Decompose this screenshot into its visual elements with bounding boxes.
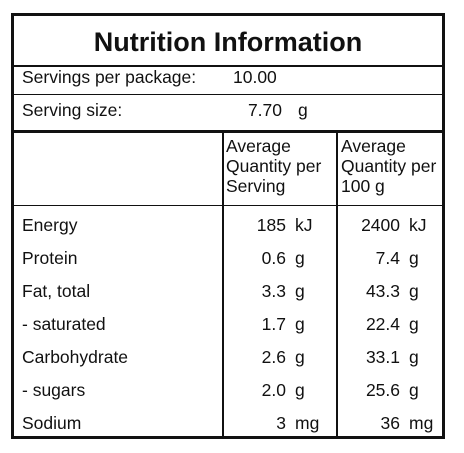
per-100g-value: 22.4 [365,314,400,334]
servings-per-package-value: 10.00 [233,67,277,87]
per-serving-value: 2.0 [261,380,286,400]
columns-divider [14,205,442,206]
column-header-per-serving-line: Quantity per [226,156,322,176]
header-divider [14,130,442,133]
column-separator-right [336,132,338,436]
column-header-per-100g: Average Quantity per 100 g [341,136,436,196]
nutrient-name: Sodium [22,413,82,433]
per-100g-unit: g [409,281,419,301]
column-header-per-100g-line: Quantity per [341,156,437,176]
per-100g-value: 7.4 [375,248,400,268]
nutrient-name: Fat, total [22,281,91,301]
nutrient-name: - saturated [22,314,106,334]
column-header-per-100g-line: Average [341,136,406,156]
per-serving-unit: kJ [295,215,313,235]
per-100g-value: 33.1 [365,347,400,367]
column-header-per-serving: Average Quantity per Serving [226,136,321,196]
per-100g-value: 36 [380,413,400,433]
nutrient-name: - sugars [22,380,86,400]
per-100g-unit: g [409,314,419,334]
per-serving-unit: g [295,314,305,334]
servings-per-package-label: Servings per package: [22,67,197,87]
per-serving-value: 3.3 [261,281,286,301]
per-serving-value: 0.6 [261,248,286,268]
nutrition-panel: Nutrition Information Servings per packa… [11,13,445,439]
per-100g-unit: g [409,248,419,268]
serving-size-unit: g [298,100,308,120]
per-100g-unit: mg [409,413,434,433]
title-divider [14,65,442,67]
per-100g-unit: g [409,347,419,367]
column-header-per-serving-line: Serving [226,176,286,196]
per-serving-unit: g [295,380,305,400]
per-serving-unit: g [295,347,305,367]
column-header-per-100g-line: 100 g [341,176,385,196]
per-serving-unit: g [295,248,305,268]
serving-size-label: Serving size: [22,100,123,120]
per-serving-value: 3 [276,413,286,433]
column-header-per-serving-line: Average [226,136,291,156]
per-serving-value: 185 [256,215,286,235]
nutrient-name: Protein [22,248,78,268]
panel-title: Nutrition Information [93,27,363,57]
per-100g-value: 25.6 [365,380,400,400]
servings-divider [14,94,442,95]
per-100g-unit: g [409,380,419,400]
nutrient-name: Energy [22,215,78,235]
per-serving-value: 1.7 [261,314,286,334]
serving-size-value: 7.70 [247,100,282,120]
per-serving-unit: g [295,281,305,301]
per-serving-value: 2.6 [261,347,286,367]
per-serving-unit: mg [295,413,320,433]
column-separator-left [222,132,224,436]
per-100g-value: 43.3 [365,281,400,301]
per-100g-unit: kJ [409,215,427,235]
per-100g-value: 2400 [361,215,400,235]
nutrient-name: Carbohydrate [22,347,129,367]
